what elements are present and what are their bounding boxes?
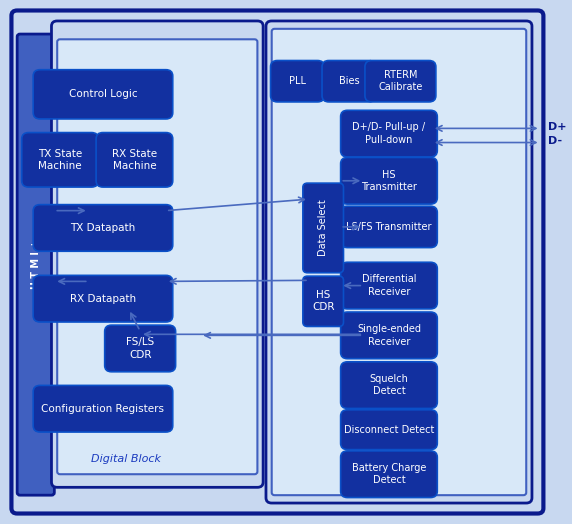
FancyBboxPatch shape — [340, 312, 437, 358]
FancyBboxPatch shape — [33, 276, 173, 322]
Text: HS
CDR: HS CDR — [312, 290, 335, 312]
Text: D-: D- — [548, 136, 562, 147]
FancyBboxPatch shape — [11, 10, 543, 514]
Text: Single-ended
Receiver: Single-ended Receiver — [357, 324, 421, 346]
FancyBboxPatch shape — [303, 276, 343, 326]
FancyBboxPatch shape — [57, 39, 257, 474]
FancyBboxPatch shape — [33, 205, 173, 252]
FancyBboxPatch shape — [33, 386, 173, 432]
Text: Configuration Registers: Configuration Registers — [41, 403, 165, 414]
Text: FS/LS
CDR: FS/LS CDR — [126, 337, 154, 359]
Text: RX Datapath: RX Datapath — [70, 293, 136, 304]
Text: TX State
Machine: TX State Machine — [38, 149, 82, 171]
Text: TX Datapath: TX Datapath — [70, 223, 136, 233]
Text: U T M I +: U T M I + — [31, 240, 41, 289]
FancyBboxPatch shape — [272, 29, 526, 495]
FancyBboxPatch shape — [340, 362, 437, 409]
Text: LS/FS Transmitter: LS/FS Transmitter — [346, 222, 432, 232]
FancyBboxPatch shape — [33, 70, 173, 119]
Text: HS
Transmitter: HS Transmitter — [361, 170, 417, 192]
Text: Control Logic: Control Logic — [69, 89, 137, 100]
Text: RTERM
Calibrate: RTERM Calibrate — [378, 70, 423, 92]
FancyBboxPatch shape — [340, 263, 437, 309]
Text: Differential
Receiver: Differential Receiver — [362, 275, 416, 297]
FancyBboxPatch shape — [105, 325, 176, 372]
FancyBboxPatch shape — [322, 61, 376, 102]
FancyBboxPatch shape — [340, 451, 437, 498]
Text: D+/D- Pull-up /
Pull-down: D+/D- Pull-up / Pull-down — [352, 123, 426, 145]
Text: Battery Charge
Detect: Battery Charge Detect — [352, 463, 426, 485]
Text: D+: D+ — [548, 122, 566, 132]
FancyBboxPatch shape — [17, 34, 54, 495]
FancyBboxPatch shape — [266, 21, 532, 503]
FancyBboxPatch shape — [271, 61, 324, 102]
FancyBboxPatch shape — [340, 157, 437, 204]
FancyBboxPatch shape — [365, 61, 436, 102]
Text: Disconnect Detect: Disconnect Detect — [344, 424, 434, 435]
FancyBboxPatch shape — [96, 133, 173, 187]
Text: Data Select: Data Select — [318, 200, 328, 256]
FancyBboxPatch shape — [340, 410, 437, 450]
FancyBboxPatch shape — [303, 183, 343, 273]
Text: PLL: PLL — [289, 76, 306, 86]
FancyBboxPatch shape — [340, 206, 437, 248]
FancyBboxPatch shape — [51, 21, 263, 487]
Text: Squelch
Detect: Squelch Detect — [370, 374, 408, 396]
Text: Bies: Bies — [339, 76, 359, 86]
FancyBboxPatch shape — [340, 111, 437, 157]
Text: RX State
Machine: RX State Machine — [112, 149, 157, 171]
Text: Analog Block: Analog Block — [359, 478, 431, 488]
Text: Digital Block: Digital Block — [91, 454, 161, 464]
FancyBboxPatch shape — [22, 133, 98, 187]
